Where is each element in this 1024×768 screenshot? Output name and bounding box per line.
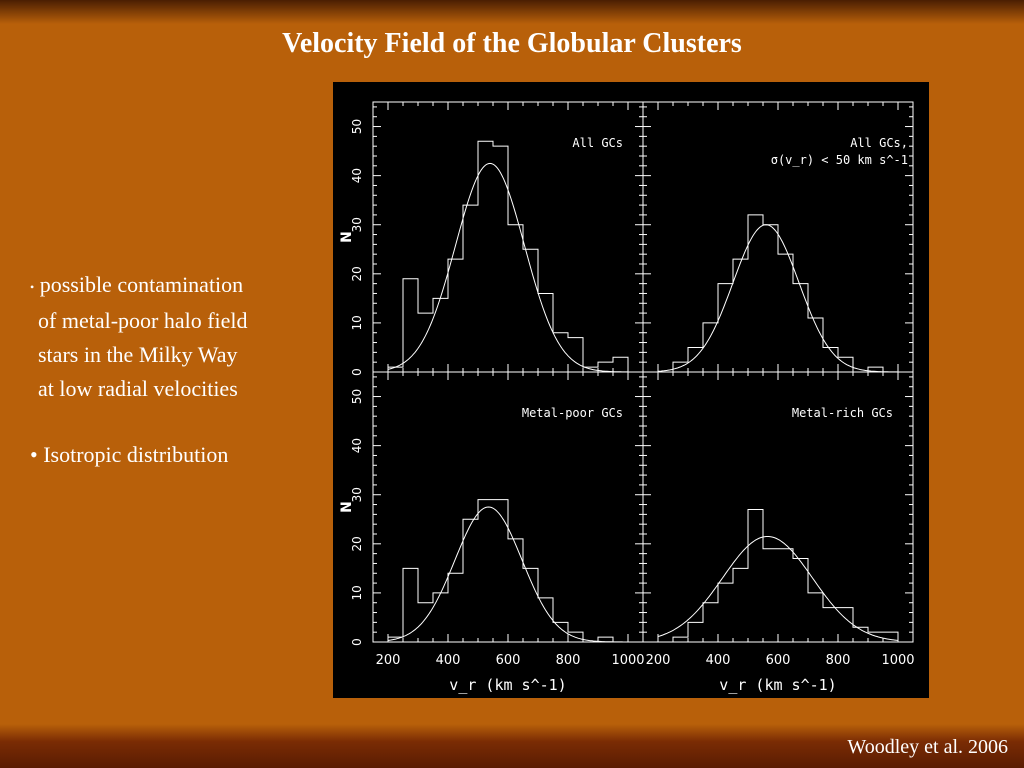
bullet-text: Isotropic distribution: [43, 441, 229, 467]
bullet-text: possible contamination: [39, 272, 244, 297]
histogram-steps: [373, 499, 643, 643]
histogram-figure: All GCs 0 10 20 30 40 50 N All GCs, σ(v_r) < 50 k…: [333, 82, 929, 698]
histogram-steps: [643, 214, 913, 373]
x-tick-label: 600: [496, 653, 521, 668]
x-tick-label: 800: [556, 653, 581, 668]
bullet-text: at low radial velocities: [38, 375, 238, 401]
x-axis-label: v_r (km s^-1): [719, 676, 836, 694]
x-tick-label: 400: [706, 653, 731, 668]
gaussian-fit: [657, 536, 899, 641]
top-band: [0, 0, 1024, 24]
bullet-item-1: • possible contamination of metal-poor h…: [30, 268, 330, 406]
bullet-line: • possible contamination: [30, 268, 330, 304]
histogram-steps: [643, 508, 913, 643]
bullet-dot: •: [30, 279, 35, 294]
y-tick-label: 10: [350, 315, 364, 330]
x-tick-label: 1000: [881, 653, 914, 668]
histogram-steps: [373, 140, 643, 373]
y-axis-label: N: [339, 231, 355, 243]
x-tick-label: 200: [376, 653, 401, 668]
y-tick-label: 0: [350, 368, 364, 376]
y-tick-label: 0: [350, 638, 364, 646]
y-tick-label: 50: [350, 119, 364, 134]
x-tick-label: 1000: [611, 653, 644, 668]
y-tick-label: 30: [350, 217, 364, 232]
bullet-dot: •: [30, 441, 38, 467]
bottom-band: [0, 724, 1024, 768]
panel-label: All GCs,: [850, 136, 908, 150]
y-tick-label: 20: [350, 266, 364, 281]
bullet-item-2: • Isotropic distribution: [30, 438, 330, 472]
bullet-line: • Isotropic distribution: [30, 438, 330, 472]
x-tick-label: 800: [826, 653, 851, 668]
y-tick-label: 10: [350, 585, 364, 600]
histogram-svg: All GCs 0 10 20 30 40 50 N All GCs, σ(v_r) < 50 k…: [339, 101, 915, 694]
bullet-list: • possible contamination of metal-poor h…: [30, 268, 330, 472]
panel-label: All GCs: [572, 136, 623, 150]
panel-label: σ(v_r) < 50 km s^-1: [771, 153, 908, 167]
x-axis-label: v_r (km s^-1): [449, 676, 566, 694]
y-tick-label: 50: [350, 389, 364, 404]
slide-title: Velocity Field of the Globular Clusters: [282, 28, 742, 59]
gaussian-fit: [387, 506, 628, 643]
gaussian-fit: [387, 162, 628, 373]
x-tick-label: 400: [436, 653, 461, 668]
bullet-text: of metal-poor halo field: [38, 307, 248, 333]
gaussian-fit: [657, 224, 899, 373]
y-tick-label: 30: [350, 487, 364, 502]
y-tick-label: 20: [350, 536, 364, 551]
x-tick-label: 600: [766, 653, 791, 668]
y-axis-label: N: [339, 501, 355, 513]
y-tick-label: 40: [350, 168, 364, 183]
bullet-text: stars in the Milky Way: [38, 341, 238, 367]
panel-label: Metal-poor GCs: [522, 406, 623, 420]
panel-label: Metal-rich GCs: [792, 406, 893, 420]
citation: Woodley et al. 2006: [847, 736, 1008, 758]
y-tick-label: 40: [350, 438, 364, 453]
x-tick-label: 200: [646, 653, 671, 668]
